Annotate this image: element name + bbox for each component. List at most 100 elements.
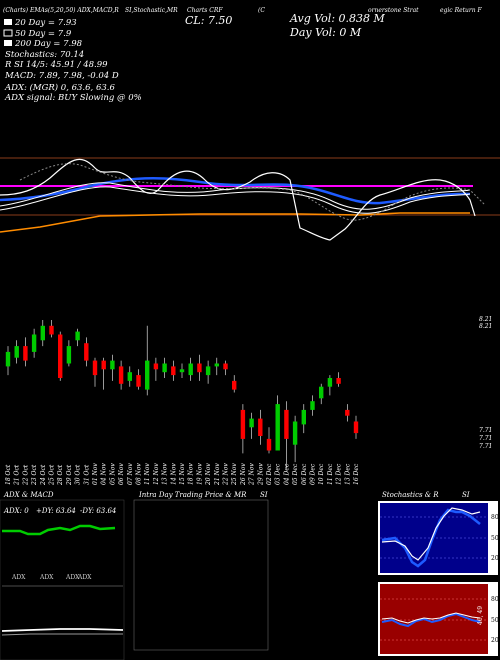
date-tick-label: 12 Dec (336, 463, 343, 485)
legend-20-day: 20 Day = 7.93 (14, 18, 77, 28)
date-tick-label: 19 Nov (196, 463, 203, 485)
date-tick-label: 20 Nov (205, 463, 212, 486)
candle-body (5, 351, 11, 367)
macd-readout: MACD: 7.89, 7.98, -0.04 D (4, 71, 119, 81)
adx-marker-3: ADX (65, 574, 80, 581)
date-tick-label: 02 Dec (266, 463, 273, 485)
candle-body (205, 366, 211, 376)
date-tick-label: 08 Nov (136, 463, 143, 485)
day-volume-label: Day Vol: 0 M (289, 26, 362, 39)
candle-body (232, 380, 237, 390)
date-tick-label: 22 Oct (22, 464, 29, 486)
rsi-value-label-2: 46 (489, 647, 496, 655)
date-tick-label: 12 Nov (153, 463, 160, 485)
date-tick-label: 13 Dec (344, 463, 351, 485)
indicator-list-label: (Charts) EMAs(5,20,50) ADX,MACD,R (3, 7, 119, 14)
date-tick-label: 29 Oct (66, 464, 73, 486)
adx-value-label: ADX: 0 (3, 507, 29, 515)
minus-dy-label: -DY: 63.64 (80, 507, 116, 515)
candle-body (197, 363, 202, 373)
signal-line-dotted (19, 163, 486, 221)
candle-body (301, 409, 306, 425)
adx-panel-frame (0, 499, 125, 660)
legend-swatch-50 (3, 29, 13, 37)
stoch-tick-20: 20 (491, 555, 499, 562)
adx-signal-readout: ADX signal: BUY Slowing @ 0% (4, 93, 142, 103)
candle-body (14, 346, 19, 358)
candle-body (101, 360, 106, 370)
adx-marker-2: ADX (39, 574, 54, 581)
date-tick-label: 18 Oct (5, 464, 12, 485)
candle-body (240, 409, 246, 439)
indicator-list-label-2: SI,Stochastic,MR (125, 7, 178, 14)
date-tick-label: 04 Dec (283, 463, 290, 485)
intraday-panel: Intra Day Trading Price & MR SI (133, 491, 269, 651)
macd-line (1, 628, 124, 632)
candle-body (31, 334, 37, 352)
price-label-low-2: 7.71 (479, 435, 492, 442)
stochastics-readout: Stochastics: 70.14 (5, 50, 84, 60)
date-tick-label: 25 Nov (231, 463, 238, 486)
intraday-frame (133, 499, 269, 651)
ma-legend: 20 Day = 7.93 50 Day = 7.9 200 Day = 7.9… (3, 18, 83, 49)
date-tick-label: 27 Nov (249, 463, 256, 486)
candle-body (171, 366, 176, 376)
close-price-label: CL: 7.50 (185, 14, 232, 27)
candle-body (214, 363, 219, 367)
ma-long-line (0, 212, 470, 233)
charts-label: Charts CRF (187, 7, 223, 14)
price-axis-labels: 8.21 8.21 7.71 7.71 7.71 (479, 316, 492, 450)
intraday-title: Intra Day Trading Price & MR (138, 491, 247, 499)
date-tick-label: 23 Oct (31, 464, 38, 486)
date-tick-label: 07 Nov (127, 463, 134, 485)
candle-body (327, 378, 333, 387)
date-tick-label: 10 Dec (318, 463, 325, 485)
candlestick-panel (5, 320, 359, 468)
candle-body (275, 404, 280, 451)
adx-readout: ADX: (MGR) 0, 63.6, 63.6 (4, 82, 115, 93)
macd-signal-line (1, 633, 123, 636)
candle-body (353, 421, 359, 434)
date-tick-label: 11 Nov (144, 463, 151, 485)
candle-body (162, 363, 167, 373)
date-tick-label: 11 Dec (327, 463, 334, 485)
rsi-line (381, 612, 481, 628)
candle-body (284, 409, 289, 439)
candle-body (310, 401, 315, 410)
date-tick-label: 06 Nov (118, 463, 125, 485)
ma-short-line-1 (0, 182, 471, 210)
date-tick-label: 01 Nov (92, 463, 99, 485)
avg-volume-label: Avg Vol: 0.838 M (289, 12, 386, 25)
date-tick-label: 16 Dec (353, 463, 360, 485)
candle-body (136, 375, 141, 387)
symbol-paren: (C (258, 7, 265, 14)
date-tick-label: 06 Dec (301, 463, 308, 485)
date-axis: 18 Oct 21 Oct 22 Oct 23 Oct 24 Oct 25 Oct 28 O… (5, 463, 360, 486)
candle-body (188, 363, 193, 376)
date-tick-label: 21 Oct (14, 464, 21, 486)
legend-50-day: 50 Day = 7.9 (15, 29, 72, 39)
stoch-title-suffix: SI (462, 491, 470, 499)
price-label-low-1: 7.71 (479, 427, 492, 434)
adx-marker-1: ADX (11, 574, 26, 581)
candle-body (92, 360, 98, 376)
price-label-high-1: 8.21 (479, 316, 492, 323)
candle-body (345, 409, 350, 416)
price-label-low-3: 7.71 (479, 443, 492, 450)
candle-body (118, 366, 124, 384)
intraday-title-suffix: SI (260, 491, 268, 499)
candle-body (49, 325, 54, 335)
header: (Charts) EMAs(5,20,50) ADX,MACD,R SI,Sto… (3, 7, 483, 103)
stoch-tick-80: 80 (491, 514, 499, 521)
company-name-part-1: ornerstone Strat (368, 7, 419, 14)
candle-body (145, 360, 150, 390)
date-tick-label: 13 Nov (162, 463, 169, 485)
stoch-tick-50: 50 (491, 535, 499, 542)
stochastics-panel: Stochastics & R SI 80 50 20 80 50 20 46,… (378, 491, 499, 656)
legend-200-day: 200 Day = 7.98 (14, 39, 83, 49)
date-tick-label: 05 Nov (109, 463, 116, 485)
candle-body (127, 372, 132, 381)
stoch-title: Stochastics & R (382, 491, 439, 499)
date-tick-label: 25 Oct (49, 464, 56, 486)
